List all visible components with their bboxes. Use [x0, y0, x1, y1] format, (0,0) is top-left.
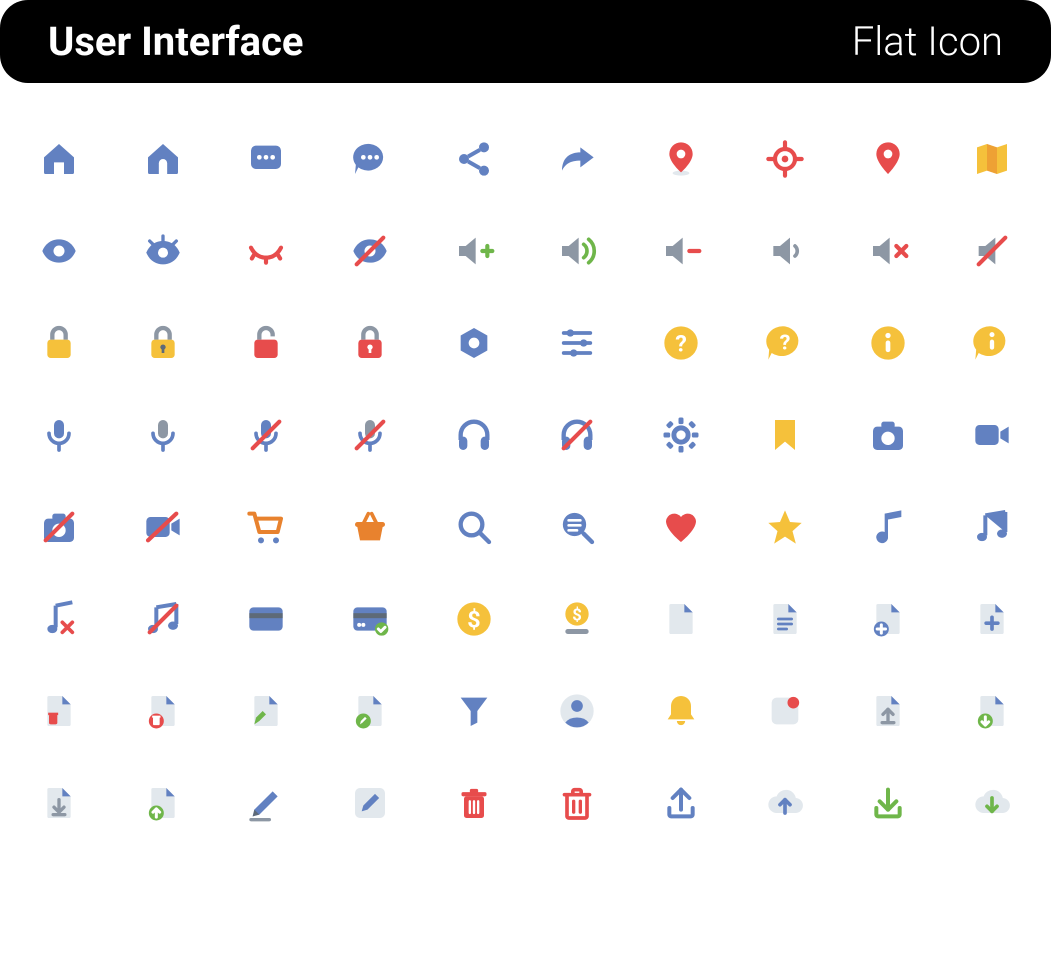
share-icon: [454, 139, 494, 179]
video-icon: [972, 415, 1012, 455]
coin-icon: $: [454, 599, 494, 639]
search-list-icon: [557, 507, 597, 547]
mic-off-alt-icon: [350, 415, 390, 455]
eye-icon: [39, 231, 79, 271]
search-icon: [454, 507, 494, 547]
info-circle-icon: [868, 323, 908, 363]
basket-icon: [350, 507, 390, 547]
volume-low-icon: [765, 231, 805, 271]
pencil-icon: [246, 783, 286, 823]
header: User Interface Flat Icon: [0, 0, 1051, 83]
lock-icon: [39, 323, 79, 363]
funnel-icon: [454, 691, 494, 731]
video-off-icon: [143, 507, 183, 547]
map-pin-icon: [661, 139, 701, 179]
bell-icon: [661, 691, 701, 731]
volume-plus-icon: [454, 231, 494, 271]
upload-tray-icon: [661, 783, 701, 823]
svg-text:?: ?: [779, 331, 790, 356]
file-edit-round-icon: [350, 691, 390, 731]
gear-icon: [661, 415, 701, 455]
map-icon: [972, 139, 1012, 179]
icon-grid: ?? $ $: [0, 83, 1051, 863]
file-upload-icon: [868, 691, 908, 731]
cart-icon: [246, 507, 286, 547]
nut-icon: [454, 323, 494, 363]
pencil-box-icon: [350, 783, 390, 823]
camera-icon: [868, 415, 908, 455]
volume-off-icon: [972, 231, 1012, 271]
volume-on-icon: [557, 231, 597, 271]
camera-off-icon: [39, 507, 79, 547]
map-pin-outline-icon: [868, 139, 908, 179]
message-square-icon: [246, 139, 286, 179]
header-title-right: Flat Icon: [852, 18, 1003, 65]
volume-mute-icon: [868, 231, 908, 271]
lock-keyhole-icon: [143, 323, 183, 363]
credit-card-check-icon: [350, 599, 390, 639]
download-tray-icon: [868, 783, 908, 823]
file-remove-badge-icon: [143, 691, 183, 731]
mic-alt-icon: [143, 415, 183, 455]
eye-closed-icon: [246, 231, 286, 271]
bookmark-icon: [765, 415, 805, 455]
star-icon: [765, 507, 805, 547]
music-off-icon: [39, 599, 79, 639]
home-icon: [39, 139, 79, 179]
cloud-down-icon: [972, 783, 1012, 823]
trash-outline-icon: [557, 783, 597, 823]
credit-card-icon: [246, 599, 286, 639]
help-circle-icon: ?: [661, 323, 701, 363]
info-chat-icon: [972, 323, 1012, 363]
forward-icon: [557, 139, 597, 179]
svg-text:?: ?: [675, 329, 687, 357]
file-up-badge-icon: [143, 783, 183, 823]
cloud-up-icon: [765, 783, 805, 823]
sliders-icon: [557, 323, 597, 363]
notification-dot-icon: [765, 691, 805, 731]
music-notes-icon: [972, 507, 1012, 547]
eye-lashes-icon: [143, 231, 183, 271]
lock-open-icon: [246, 323, 286, 363]
music-notes-off-icon: [143, 599, 183, 639]
mic-off-icon: [246, 415, 286, 455]
user-circle-icon: [557, 691, 597, 731]
svg-text:$: $: [573, 607, 583, 626]
file-trash-badge-icon: [39, 691, 79, 731]
header-title-left: User Interface: [48, 18, 304, 65]
file-text-icon: [765, 599, 805, 639]
file-download-green-icon: [972, 691, 1012, 731]
heart-icon: [661, 507, 701, 547]
coin-slot-icon: $: [557, 599, 597, 639]
eye-off-icon: [350, 231, 390, 271]
svg-text:$: $: [467, 605, 480, 633]
volume-minus-icon: [661, 231, 701, 271]
file-edit-badge-icon: [246, 691, 286, 731]
mic-icon: [39, 415, 79, 455]
music-note-icon: [868, 507, 908, 547]
file-add-badge-icon: [868, 599, 908, 639]
file-icon: [661, 599, 701, 639]
home-outline-icon: [143, 139, 183, 179]
trash-icon: [454, 783, 494, 823]
help-chat-icon: ?: [765, 323, 805, 363]
file-download-icon: [39, 783, 79, 823]
headphones-icon: [454, 415, 494, 455]
headphones-off-icon: [557, 415, 597, 455]
lock-red-icon: [350, 323, 390, 363]
crosshair-icon: [765, 139, 805, 179]
message-round-icon: [350, 139, 390, 179]
file-plus-icon: [972, 599, 1012, 639]
